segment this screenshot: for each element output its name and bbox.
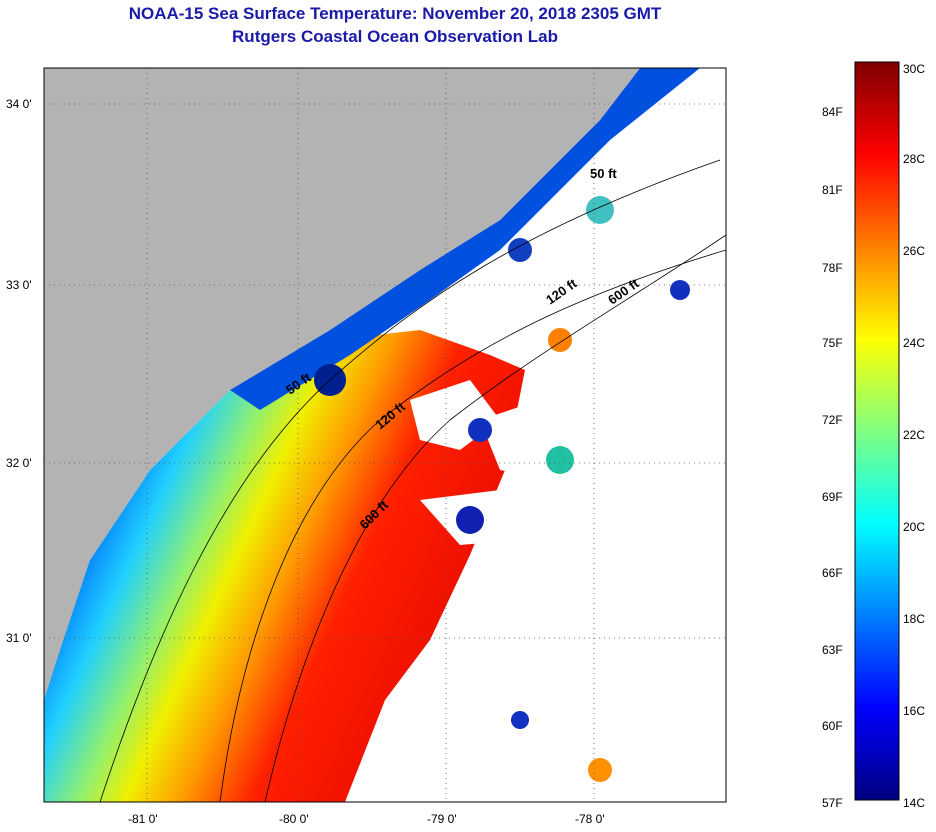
map-title: NOAA-15 Sea Surface Temperature: Novembe… [128,4,662,23]
lon-label: -79 0' [427,812,457,826]
lon-label: -81 0' [128,812,158,826]
colorbar-f-label: 69F [822,490,843,504]
colorbar-f-label: 66F [822,566,843,580]
map-subtitle: Rutgers Coastal Ocean Observation Lab [232,27,558,46]
colorbar-f-label: 72F [822,413,843,427]
lat-label: 34 0' [6,97,32,111]
colorbar-c-label: 16C [903,704,926,718]
colorbar-f-label: 60F [822,719,843,733]
colorbar-c-label: 24C [903,336,926,350]
colorbar-c-label: 20C [903,520,926,534]
land [44,68,640,700]
colorbar-f-label: 75F [822,336,843,350]
colorbar-c-label: 22C [903,428,926,442]
colorbar-c-label: 30C [903,62,926,76]
lon-label: -80 0' [279,812,309,826]
colorbar-c-label: 18C [903,612,926,626]
colorbar [854,61,900,801]
graticule [44,68,726,802]
colorbar-f-label: 81F [822,183,843,197]
colorbar-f-label: 63F [822,643,843,657]
map-frame [43,67,727,803]
lat-label: 33 0' [6,278,32,292]
colorbar-c-label: 14C [903,796,926,810]
colorbar-c-label: 26C [903,244,926,258]
colorbar-f-label: 84F [822,105,843,119]
colorbar-c-label: 28C [903,152,926,166]
colorbar-f-label: 57F [822,796,843,810]
depth-contours [99,159,726,802]
contour-label: 50 ft [590,166,617,181]
lon-label: -78 0' [575,812,605,826]
sst-field [44,330,525,802]
lat-label: 31 0' [6,631,32,645]
colorbar-f-label: 78F [822,261,843,275]
lat-label: 32 0' [6,456,32,470]
coastal-cold-band [230,68,700,410]
